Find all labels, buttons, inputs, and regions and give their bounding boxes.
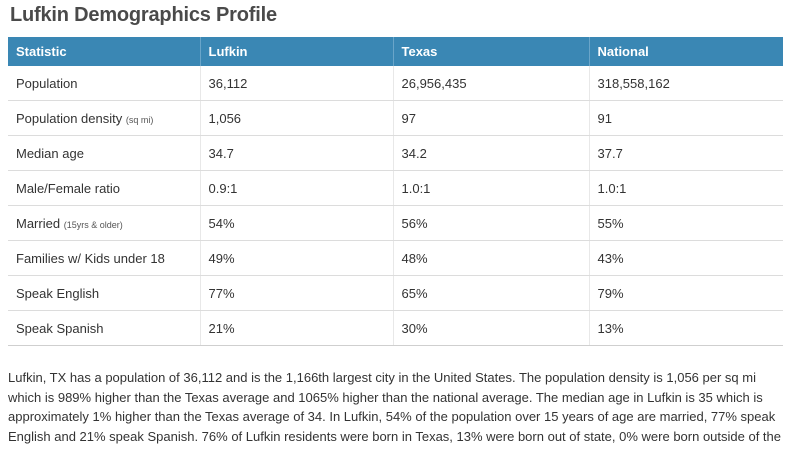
cell-national: 318,558,162 (589, 66, 783, 101)
table-row: Population 36,112 26,956,435 318,558,162 (8, 66, 783, 101)
cell-texas: 97 (393, 100, 590, 136)
row-label: Speak Spanish (8, 310, 201, 346)
row-label: Population density (sq mi) (8, 100, 201, 136)
table-row: Married (15yrs & older) 54% 56% 55% (8, 205, 783, 241)
table-row: Median age 34.7 34.2 37.7 (8, 135, 783, 171)
row-label-text: Median age (16, 145, 84, 161)
cell-texas: 48% (393, 240, 590, 276)
row-label: Population (8, 66, 201, 101)
header-national: National (589, 37, 783, 66)
header-texas: Texas (393, 37, 590, 66)
cell-lufkin: 1,056 (200, 100, 394, 136)
cell-lufkin: 21% (200, 310, 394, 346)
row-label-note: (15yrs & older) (63, 219, 123, 230)
table-row: Population density (sq mi) 1,056 97 91 (8, 100, 783, 136)
row-label: Median age (8, 135, 201, 171)
row-label: Speak English (8, 275, 201, 311)
cell-national: 79% (589, 275, 783, 311)
cell-texas: 65% (393, 275, 590, 311)
cell-lufkin: 77% (200, 275, 394, 311)
table-body: Population 36,112 26,956,435 318,558,162… (8, 66, 783, 346)
cell-texas: 34.2 (393, 135, 590, 171)
cell-national: 43% (589, 240, 783, 276)
cell-lufkin: 54% (200, 205, 394, 241)
table-row: Speak Spanish 21% 30% 13% (8, 310, 783, 346)
cell-lufkin: 0.9:1 (200, 170, 394, 206)
cell-lufkin: 34.7 (200, 135, 394, 171)
row-label-note: (sq mi) (125, 114, 154, 125)
cell-texas: 1.0:1 (393, 170, 590, 206)
cell-texas: 30% (393, 310, 590, 346)
row-label-text: Speak Spanish (16, 320, 104, 336)
table-row: Families w/ Kids under 18 49% 48% 43% (8, 240, 783, 276)
cell-lufkin: 49% (200, 240, 394, 276)
row-label-text: Population density (16, 110, 123, 126)
row-label: Male/Female ratio (8, 170, 201, 206)
cell-national: 55% (589, 205, 783, 241)
cell-lufkin: 36,112 (200, 66, 394, 101)
row-label-text: Male/Female ratio (16, 180, 121, 196)
table-row: Speak English 77% 65% 79% (8, 275, 783, 311)
page-title: Lufkin Demographics Profile (10, 4, 277, 26)
cell-texas: 56% (393, 205, 590, 241)
row-label-text: Population (16, 75, 78, 91)
row-label: Married (15yrs & older) (8, 205, 201, 241)
row-label-text: Married (16, 215, 61, 231)
row-label-text: Families w/ Kids under 18 (16, 250, 165, 266)
demographics-table: Statistic Lufkin Texas National Populati… (8, 37, 783, 346)
cell-national: 1.0:1 (589, 170, 783, 206)
cell-national: 13% (589, 310, 783, 346)
table-header-row: Statistic Lufkin Texas National (8, 37, 783, 66)
row-label: Families w/ Kids under 18 (8, 240, 201, 276)
summary-paragraph: Lufkin, TX has a population of 36,112 an… (8, 370, 782, 450)
table-row: Male/Female ratio 0.9:1 1.0:1 1.0:1 (8, 170, 783, 206)
cell-texas: 26,956,435 (393, 66, 590, 101)
row-label-text: Speak English (16, 285, 100, 301)
cell-national: 37.7 (589, 135, 783, 171)
header-lufkin: Lufkin (200, 37, 394, 66)
header-statistic: Statistic (8, 37, 201, 66)
cell-national: 91 (589, 100, 783, 136)
